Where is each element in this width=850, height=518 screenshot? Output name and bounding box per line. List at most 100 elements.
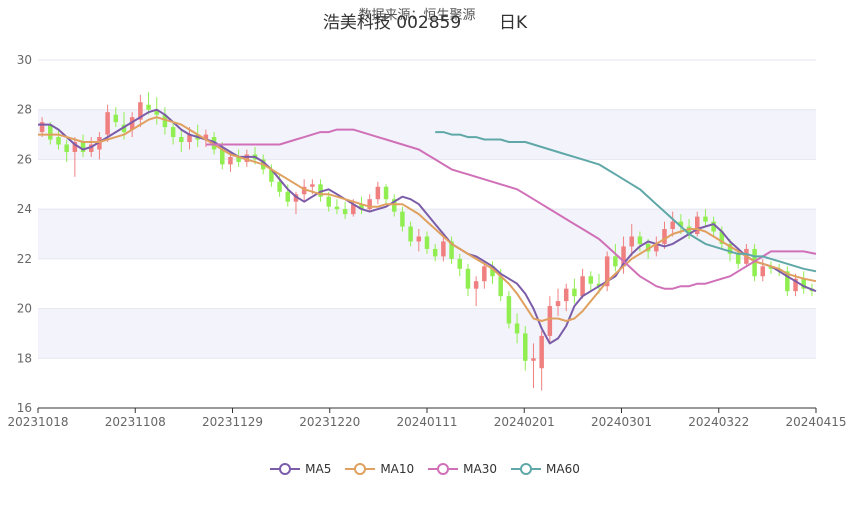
candle-body: [621, 246, 626, 267]
candle-body: [293, 194, 299, 202]
candle-body: [285, 191, 291, 202]
candle-body: [146, 104, 151, 110]
x-tick-label: 20240322: [688, 415, 749, 429]
axes: 16 18 20 22 24 26 28 30 20231018 20231108 20231129…: [7, 53, 846, 429]
candle-body: [801, 278, 806, 289]
candle-body: [727, 243, 733, 254]
candle-body: [760, 266, 766, 277]
candle-body: [187, 134, 192, 143]
candle-body: [211, 137, 217, 150]
moving-average-lines: [38, 108, 817, 345]
candle-body: [121, 124, 127, 133]
candle-body: [776, 268, 782, 272]
candle-body: [482, 266, 487, 282]
candle-body: [563, 288, 569, 302]
candle-body: [441, 241, 446, 257]
candle-body: [752, 248, 757, 277]
candle-body: [785, 271, 790, 292]
candle-body: [473, 281, 479, 289]
x-tick-label: 20231018: [7, 415, 68, 429]
candle-body: [170, 127, 176, 138]
candle-body: [72, 142, 78, 152]
candle-body: [391, 199, 397, 212]
y-tick-label: 28: [17, 103, 32, 117]
legend-item-ma30[interactable]: MA30: [428, 462, 497, 476]
legend-item-ma5[interactable]: MA5: [270, 462, 331, 476]
legend-swatch-ma10: [345, 463, 376, 475]
candle-body: [645, 243, 651, 252]
x-tick-label: 20240301: [591, 415, 652, 429]
candle-body: [637, 236, 643, 244]
candle-body: [662, 229, 667, 244]
candle-body: [80, 142, 86, 152]
candle-body: [56, 137, 61, 145]
candle-body: [105, 112, 110, 135]
candle-body: [220, 149, 225, 165]
candle-body: [793, 278, 798, 292]
candle-body: [400, 211, 405, 227]
y-tick-label: 16: [17, 401, 32, 415]
candle-body: [735, 253, 741, 264]
chart-title: 浩美科技 002859 日K: [322, 13, 528, 33]
candle-body: [514, 323, 520, 334]
candle-body: [686, 226, 692, 234]
y-tick-label: 20: [17, 302, 32, 316]
candle-body: [670, 221, 675, 230]
y-tick-label: 26: [17, 152, 32, 166]
chart-subtitle: 数据来源：恒生聚源: [358, 8, 476, 23]
candle-body: [572, 288, 577, 297]
candle-body: [318, 184, 323, 197]
candle-body: [351, 204, 356, 215]
candle-body: [48, 124, 53, 140]
candle-body: [490, 266, 495, 277]
candle-body: [416, 236, 422, 242]
legend-item-ma10[interactable]: MA10: [345, 462, 414, 476]
y-tick-label: 18: [17, 351, 32, 365]
candle-body: [547, 306, 553, 336]
candle-body: [113, 114, 119, 123]
grid-band: [38, 308, 816, 359]
legend-swatch-ma30: [428, 463, 459, 475]
candle-body: [310, 184, 315, 187]
candle-body: [236, 156, 241, 162]
candle-body: [703, 216, 708, 222]
candle-body: [465, 268, 471, 289]
legend-item-ma60[interactable]: MA60: [511, 462, 580, 476]
line-ma10: [38, 116, 817, 322]
line-ma30: [205, 128, 817, 290]
y-tick-label: 24: [17, 202, 32, 216]
candle-body: [383, 186, 389, 200]
candle-body: [228, 156, 233, 165]
candle-body: [64, 144, 69, 152]
candle-body: [88, 144, 94, 152]
candle-body: [498, 276, 503, 297]
candle-body: [506, 296, 512, 324]
line-ma5: [38, 108, 817, 345]
candle-body: [326, 196, 331, 207]
legend-swatch-ma60: [511, 463, 542, 475]
line-ma60: [435, 131, 817, 273]
candle-body: [604, 256, 610, 287]
x-tick-label: 20231108: [105, 415, 166, 429]
x-tick-label: 20231220: [299, 415, 360, 429]
candle-body: [432, 248, 438, 257]
candle-body: [678, 221, 684, 227]
y-tick-label: 30: [17, 53, 32, 67]
candle-body: [580, 276, 585, 297]
candle-body: [613, 256, 618, 267]
candle-body: [523, 333, 528, 361]
candle-body: [695, 216, 700, 234]
y-tick-label: 22: [17, 252, 32, 266]
candle-body: [269, 169, 274, 182]
candle-body: [179, 137, 184, 143]
legend: MA5 MA10 MA30 MA60: [0, 462, 850, 476]
x-tick-label: 20240415: [785, 415, 846, 429]
candle-body: [334, 206, 340, 210]
candle-body: [629, 236, 634, 247]
candle-body: [711, 221, 716, 232]
candle-body: [654, 243, 659, 252]
candle-body: [449, 241, 454, 259]
candle-body: [596, 283, 602, 287]
candle-body: [588, 276, 594, 284]
